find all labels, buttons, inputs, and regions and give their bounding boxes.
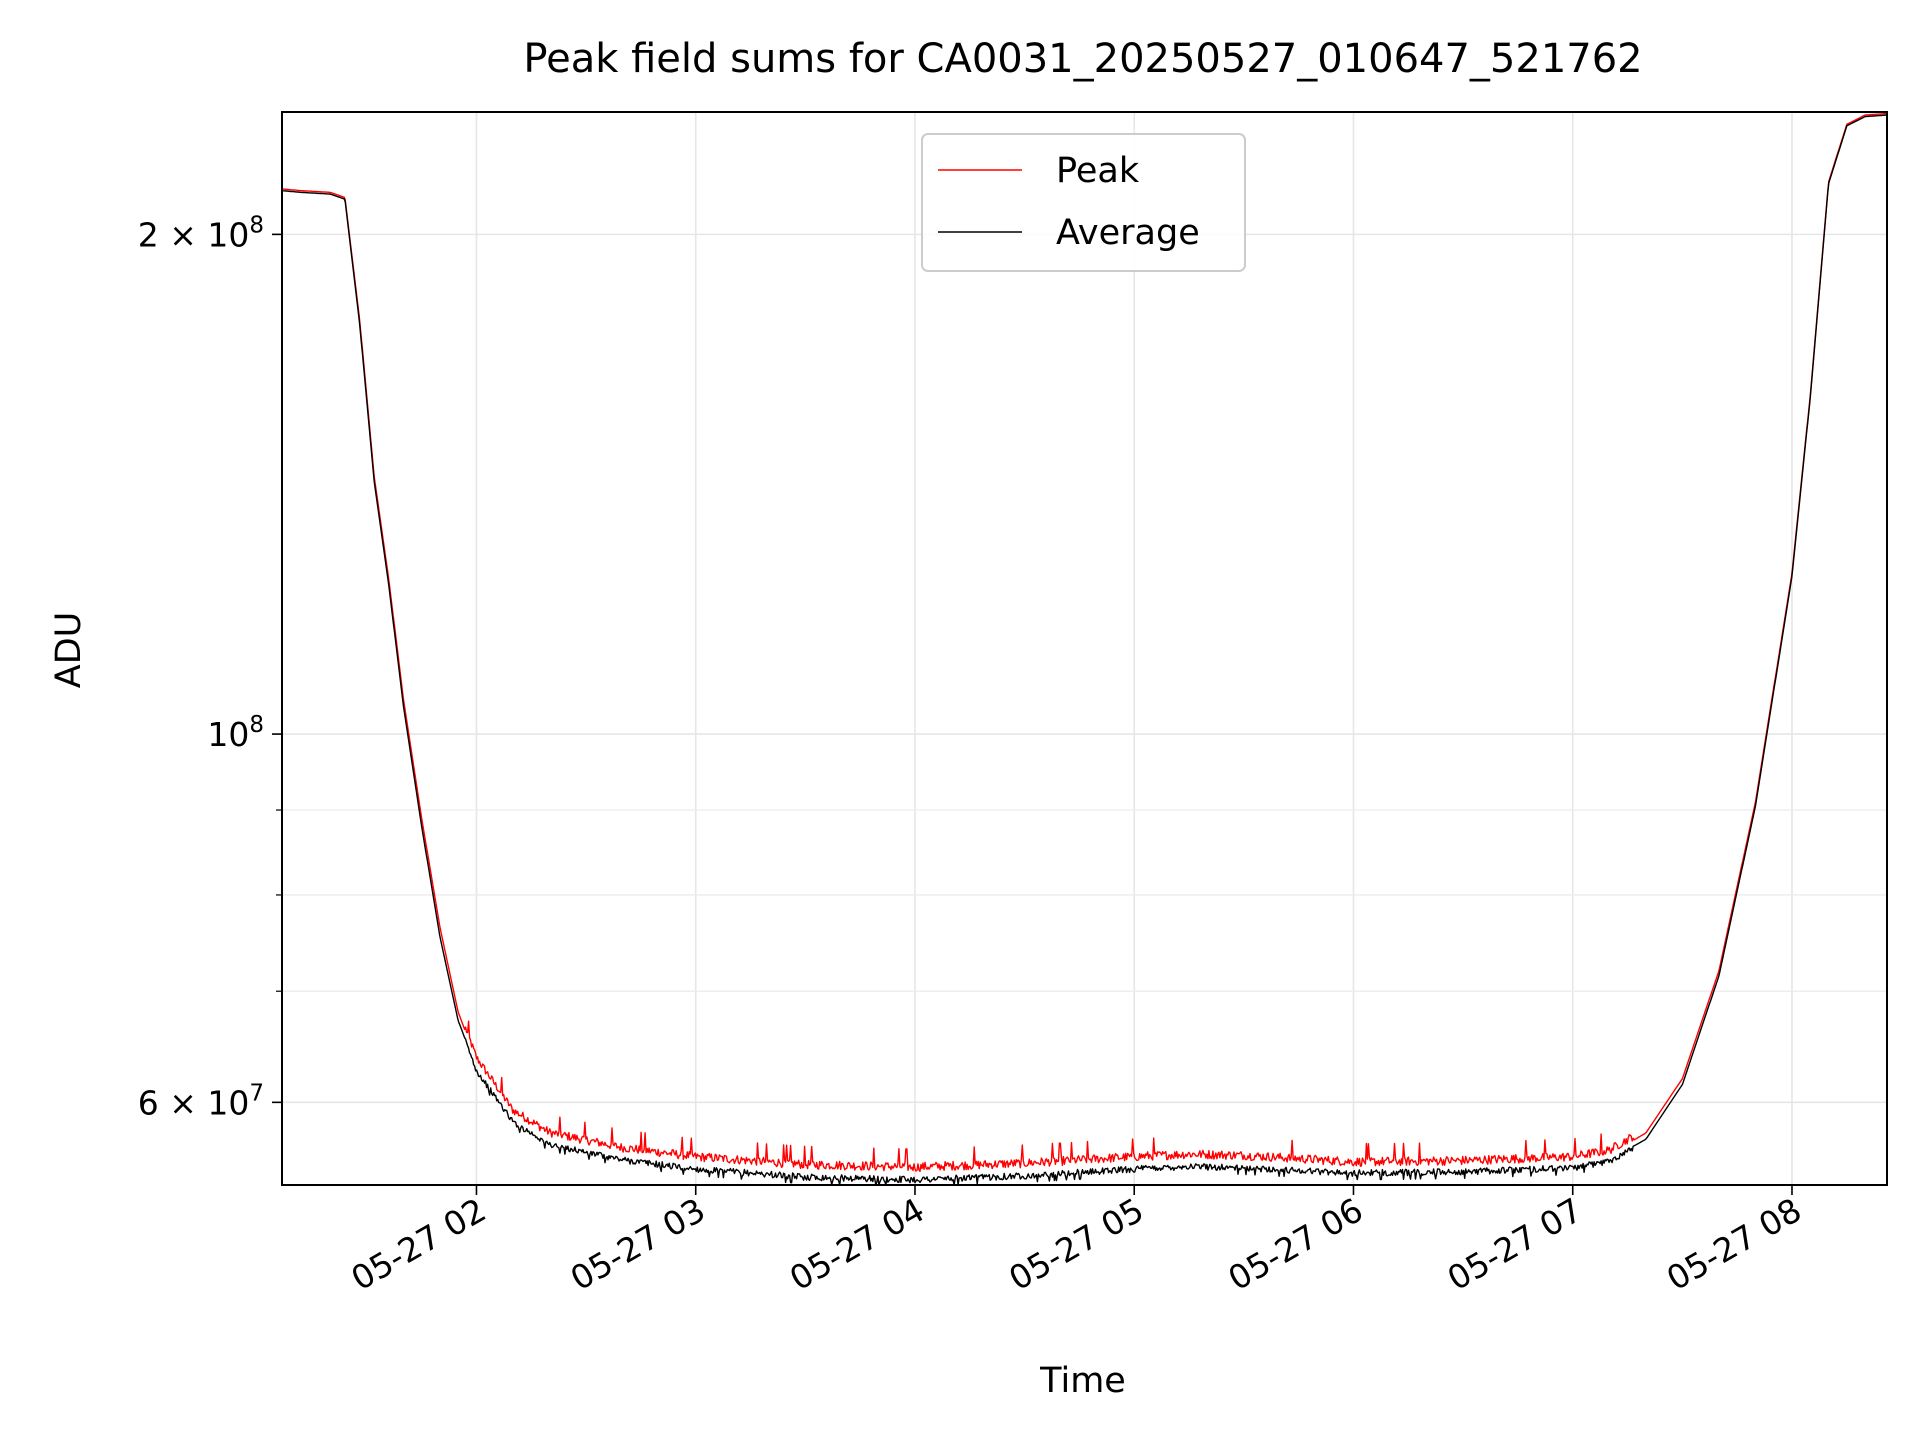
x-axis-label: Time xyxy=(1039,1361,1126,1401)
legend: Peak Average xyxy=(921,133,1246,272)
legend-box xyxy=(921,133,1246,272)
y-tick-label: 108 xyxy=(207,712,264,754)
series-line-average xyxy=(281,114,1888,1186)
plot-frame xyxy=(281,111,1888,1186)
legend-label: Peak xyxy=(1056,151,1140,191)
series-group xyxy=(281,112,1888,1186)
y-tick-label: 6 × 107 xyxy=(138,1080,264,1122)
y-tick-label: 2 × 108 xyxy=(138,212,264,254)
series-line-peak xyxy=(281,112,1888,1173)
chart-title: Peak field sums for CA0031_20250527_0106… xyxy=(523,36,1642,82)
y-axis-label: ADU xyxy=(49,612,89,689)
legend-label: Average xyxy=(1056,213,1200,253)
